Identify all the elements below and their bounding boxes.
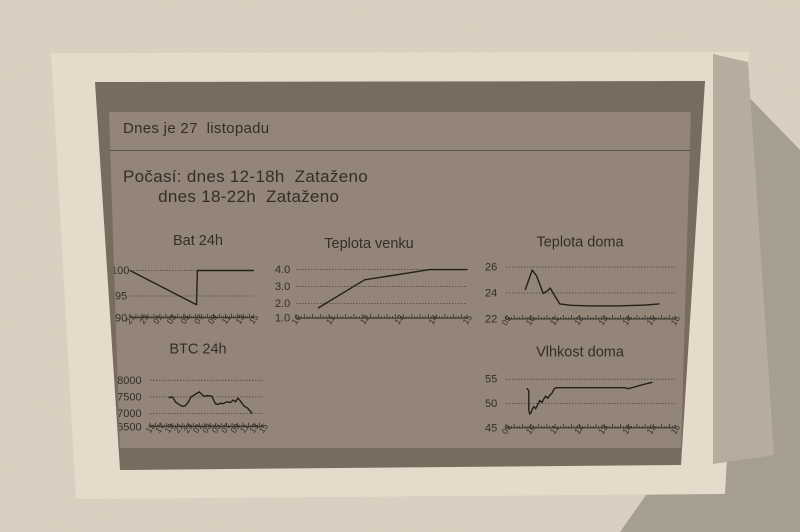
svg-text:24: 24: [485, 288, 497, 300]
svg-text:22: 22: [485, 314, 497, 326]
svg-text:15: 15: [257, 421, 271, 435]
svg-text:12: 12: [572, 422, 586, 436]
svg-text:13: 13: [596, 313, 610, 327]
svg-text:16: 16: [669, 422, 683, 436]
svg-text:Vlhkost doma: Vlhkost doma: [536, 345, 625, 361]
svg-text:07: 07: [192, 312, 206, 326]
svg-text:50: 50: [485, 398, 497, 410]
svg-text:23: 23: [137, 312, 151, 326]
svg-text:11: 11: [548, 423, 561, 436]
svg-text:Teplota venku: Teplota venku: [324, 236, 413, 252]
svg-text:BTC 24h: BTC 24h: [169, 341, 226, 357]
svg-text:15: 15: [460, 313, 474, 327]
svg-text:26: 26: [485, 262, 497, 274]
svg-text:11: 11: [548, 314, 561, 327]
svg-text:01: 01: [151, 312, 165, 326]
svg-text:13: 13: [596, 422, 610, 436]
svg-text:14: 14: [620, 422, 634, 436]
svg-text:55: 55: [485, 374, 497, 386]
svg-text:1.0: 1.0: [275, 313, 290, 325]
svg-text:03: 03: [165, 312, 179, 326]
svg-text:4.0: 4.0: [275, 264, 290, 276]
svg-text:12: 12: [572, 313, 586, 327]
svg-text:3.0: 3.0: [275, 281, 290, 293]
svg-text:11: 11: [219, 313, 232, 326]
svg-text:95: 95: [115, 291, 127, 303]
svg-text:16: 16: [669, 313, 683, 327]
svg-text:10: 10: [524, 422, 538, 436]
svg-text:11: 11: [324, 313, 337, 326]
svg-text:15: 15: [644, 313, 658, 327]
svg-text:14: 14: [620, 313, 634, 327]
svg-text:2.0: 2.0: [275, 298, 290, 310]
svg-text:10: 10: [524, 313, 538, 327]
svg-text:13: 13: [233, 312, 247, 326]
svg-text:12: 12: [358, 313, 372, 327]
svg-text:45: 45: [485, 423, 497, 435]
svg-text:09: 09: [499, 422, 513, 436]
svg-text:15: 15: [247, 312, 261, 326]
svg-text:10: 10: [289, 313, 303, 327]
svg-text:15: 15: [644, 422, 658, 436]
svg-text:Bat 24h: Bat 24h: [173, 233, 223, 249]
svg-text:Teplota doma: Teplota doma: [536, 235, 624, 251]
svg-text:09: 09: [499, 313, 513, 327]
